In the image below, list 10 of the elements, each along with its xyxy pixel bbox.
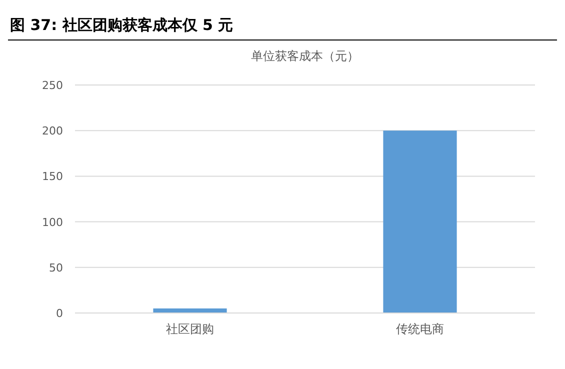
y-tick-label: 250 <box>42 79 63 92</box>
y-tick-label: 200 <box>42 124 63 138</box>
y-tick-label: 50 <box>49 261 63 274</box>
y-tick-label: 100 <box>42 216 63 229</box>
chart-title: 图 37: 社区团购获客成本仅 5 元 <box>10 16 234 34</box>
x-tick-label: 社区团购 <box>166 322 214 336</box>
y-tick-label: 0 <box>56 307 63 320</box>
chart-subtitle: 单位获客成本（元） <box>251 49 359 63</box>
y-tick-label: 150 <box>42 170 63 184</box>
x-tick-label: 传统电商 <box>396 322 444 336</box>
